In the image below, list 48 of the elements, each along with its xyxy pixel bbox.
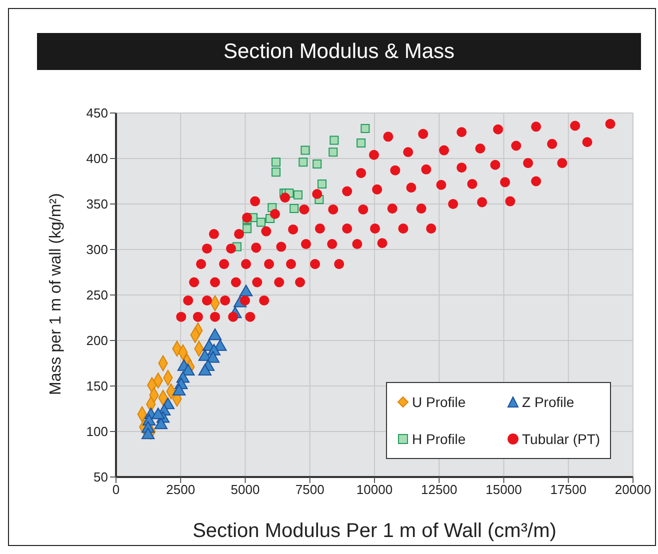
y-tick-label: 50 [94,470,108,485]
x-tick-label: 15000 [486,482,522,498]
legend-label: Tubular (PT) [522,431,600,448]
point [360,124,370,133]
x-tick-label: 17500 [550,482,586,498]
point [290,204,299,214]
point [208,328,222,340]
point [242,224,252,234]
x-tick-label: 10000 [356,482,393,498]
y-tick-label: 200 [86,333,108,348]
x-axis-title: Section Modulus Per 1 m of Wall (cm³/m) [192,520,556,542]
point [198,364,212,376]
y-tick-label: 250 [86,288,108,303]
point [272,168,281,177]
x-tick-label: 0 [112,482,120,498]
legend-label: H Profile [412,431,466,448]
chart-title: Section Modulus & Mass [37,33,641,70]
x-tick-label: 7500 [295,482,324,498]
point [154,418,168,430]
legend-label: U Profile [412,394,466,410]
point [152,408,165,420]
point [312,159,322,168]
y-axis-title: Mass per 1 m of wall (kg/m²) [48,193,65,395]
point [182,364,195,376]
x-tick-label: 12500 [421,482,458,498]
y-tick-label: 450 [86,106,108,121]
point [318,179,327,188]
point [293,190,302,200]
y-tick-label: 350 [86,196,108,212]
point [300,146,310,155]
y-tick-label: 400 [86,151,108,166]
y-tick-label: 150 [86,378,108,394]
point [328,148,338,157]
point [272,158,281,167]
point [239,284,253,296]
point [172,384,186,396]
point [356,138,366,148]
x-tick-label: 20000 [614,482,652,498]
point [330,136,339,145]
point [256,218,266,227]
y-tick-label: 300 [86,242,108,258]
x-tick-label: 5000 [230,482,260,498]
y-tick-label: 100 [86,424,108,440]
point [298,158,308,167]
x-tick-label: 2500 [166,482,196,498]
point [206,351,220,363]
legend-label: Z Profile [522,394,574,410]
point [141,428,155,440]
